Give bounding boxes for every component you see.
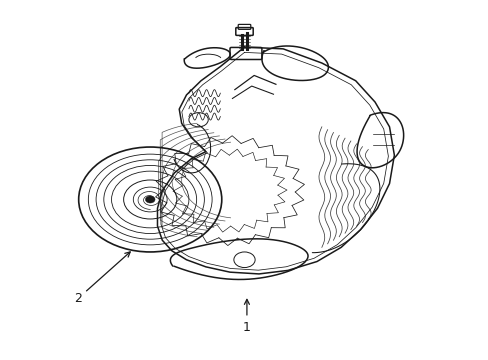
Text: 2: 2: [74, 252, 130, 305]
Circle shape: [145, 196, 155, 203]
Text: 1: 1: [243, 300, 250, 334]
